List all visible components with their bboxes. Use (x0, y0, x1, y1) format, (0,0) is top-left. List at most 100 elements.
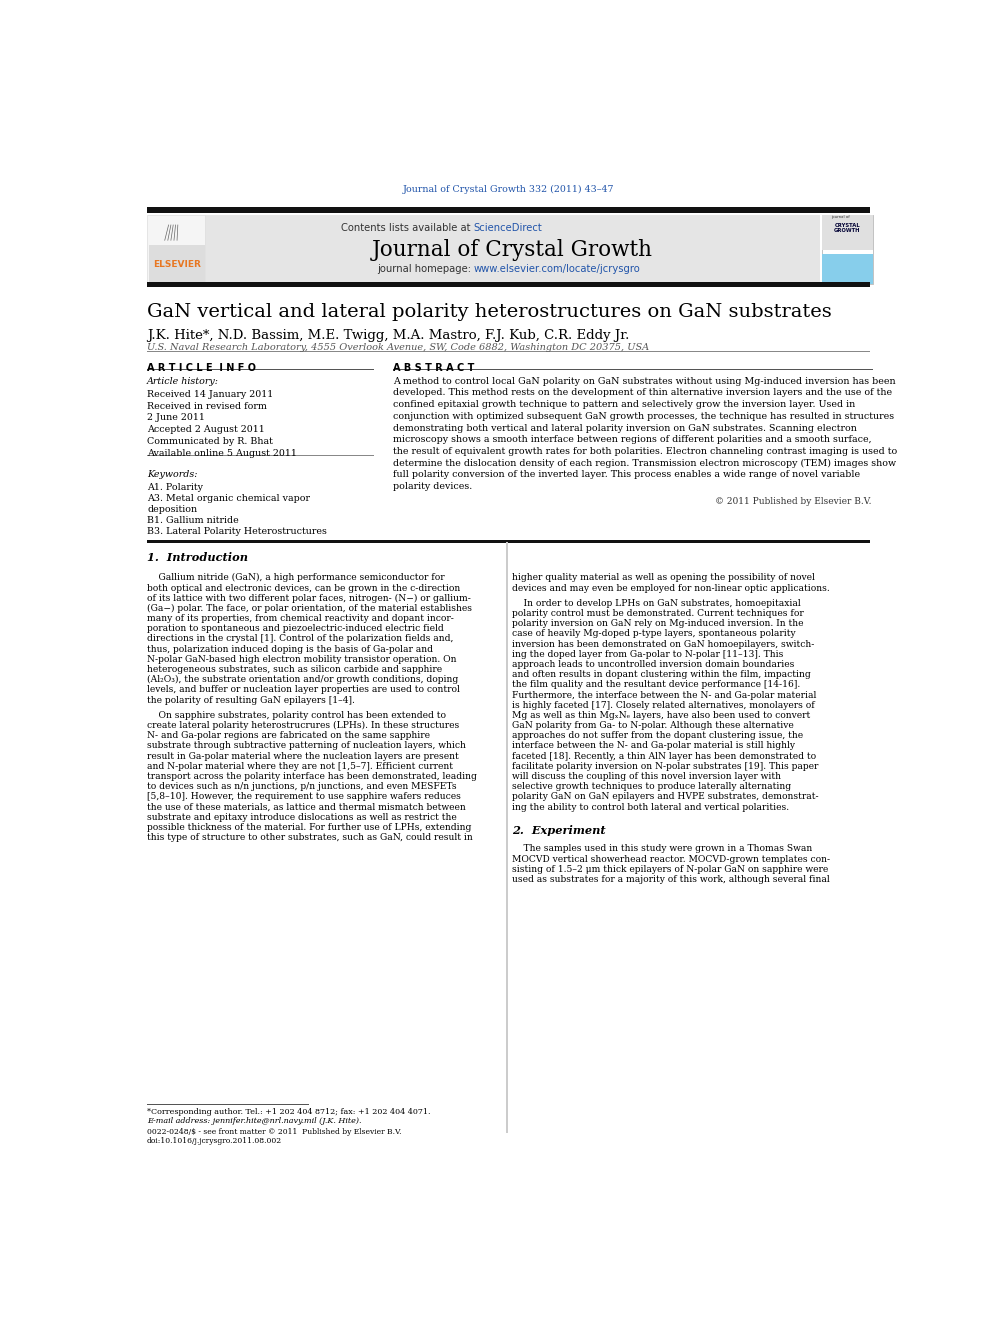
Text: polarity inversion on GaN rely on Mg-induced inversion. In the: polarity inversion on GaN rely on Mg-ind… (512, 619, 804, 628)
Text: Accepted 2 August 2011: Accepted 2 August 2011 (147, 425, 265, 434)
Text: facilitate polarity inversion on N-polar substrates [19]. This paper: facilitate polarity inversion on N-polar… (512, 762, 818, 771)
Text: ELSEVIER: ELSEVIER (153, 261, 201, 269)
Bar (147, 540, 870, 542)
Text: Communicated by R. Bhat: Communicated by R. Bhat (147, 437, 273, 446)
Text: microscopy shows a smooth interface between regions of different polarities and : microscopy shows a smooth interface betw… (393, 435, 872, 445)
Text: doi:10.1016/j.jcrysgro.2011.08.002: doi:10.1016/j.jcrysgro.2011.08.002 (147, 1136, 282, 1144)
Text: *Corresponding author. Tel.: +1 202 404 8712; fax: +1 202 404 4071.: *Corresponding author. Tel.: +1 202 404 … (147, 1109, 431, 1117)
Text: determine the dislocation density of each region. Transmission electron microsco: determine the dislocation density of eac… (393, 459, 896, 468)
Text: [5,8–10]. However, the requirement to use sapphire wafers reduces: [5,8–10]. However, the requirement to us… (147, 792, 461, 802)
Text: 2.  Experiment: 2. Experiment (512, 826, 606, 836)
Text: poration to spontaneous and piezoelectric-induced electric field: poration to spontaneous and piezoelectri… (147, 624, 443, 634)
Text: Received in revised form: Received in revised form (147, 402, 267, 410)
Text: conjunction with optimized subsequent GaN growth processes, the technique has re: conjunction with optimized subsequent Ga… (393, 411, 894, 421)
Text: journal of: journal of (831, 214, 850, 218)
Text: substrate through subtractive patterning of nucleation layers, which: substrate through subtractive patterning… (147, 741, 466, 750)
Text: and often results in dopant clustering within the film, impacting: and often results in dopant clustering w… (512, 671, 811, 679)
Text: Received 14 January 2011: Received 14 January 2011 (147, 390, 274, 400)
Text: GaN vertical and lateral polarity heterostructures on GaN substrates: GaN vertical and lateral polarity hetero… (147, 303, 832, 321)
Text: approaches do not suffer from the dopant clustering issue, the: approaches do not suffer from the dopant… (512, 732, 804, 741)
Text: www.elsevier.com/locate/jcrysgro: www.elsevier.com/locate/jcrysgro (474, 263, 641, 274)
Text: thus, polarization induced doping is the basis of Ga-polar and: thus, polarization induced doping is the… (147, 644, 434, 654)
Text: the polarity of resulting GaN epilayers [1–4].: the polarity of resulting GaN epilayers … (147, 696, 355, 705)
Text: case of heavily Mg-doped p-type layers, spontaneous polarity: case of heavily Mg-doped p-type layers, … (512, 630, 796, 639)
Text: Available online 5 August 2011: Available online 5 August 2011 (147, 448, 297, 458)
Text: and N-polar material where they are not [1,5–7]. Efficient current: and N-polar material where they are not … (147, 762, 453, 771)
Text: 0022-0248/$ - see front matter © 2011  Published by Elsevier B.V.: 0022-0248/$ - see front matter © 2011 Pu… (147, 1127, 402, 1135)
Text: (Ga−) polar. The face, or polar orientation, of the material establishes: (Ga−) polar. The face, or polar orientat… (147, 603, 472, 613)
Text: A B S T R A C T: A B S T R A C T (393, 363, 474, 373)
Text: devices and may even be employed for non-linear optic applications.: devices and may even be employed for non… (512, 583, 830, 593)
Text: many of its properties, from chemical reactivity and dopant incor-: many of its properties, from chemical re… (147, 614, 454, 623)
Text: CRYSTAL
GROWTH: CRYSTAL GROWTH (834, 222, 861, 233)
Text: the film quality and the resultant device performance [14-16].: the film quality and the resultant devic… (512, 680, 801, 689)
Text: demonstrating both vertical and lateral polarity inversion on GaN substrates. Sc: demonstrating both vertical and lateral … (393, 423, 857, 433)
Text: the use of these materials, as lattice and thermal mismatch between: the use of these materials, as lattice a… (147, 803, 466, 811)
Text: On sapphire substrates, polarity control has been extended to: On sapphire substrates, polarity control… (147, 710, 446, 720)
Text: © 2011 Published by Elsevier B.V.: © 2011 Published by Elsevier B.V. (715, 497, 871, 505)
Text: A3. Metal organic chemical vapor: A3. Metal organic chemical vapor (147, 493, 310, 503)
Bar (147, 206, 870, 213)
Text: interface between the N- and Ga-polar material is still highly: interface between the N- and Ga-polar ma… (512, 741, 796, 750)
Text: In order to develop LPHs on GaN substrates, homoepitaxial: In order to develop LPHs on GaN substrat… (512, 599, 801, 607)
Text: MOCVD vertical showerhead reactor. MOCVD-grown templates con-: MOCVD vertical showerhead reactor. MOCVD… (512, 855, 830, 864)
Bar (822, 214, 873, 250)
Text: selective growth techniques to produce laterally alternating: selective growth techniques to produce l… (512, 782, 792, 791)
Text: of its lattice with two different polar faces, nitrogen- (N−) or gallium-: of its lattice with two different polar … (147, 594, 471, 603)
Text: this type of structure to other substrates, such as GaN, could result in: this type of structure to other substrat… (147, 833, 473, 843)
Text: inversion has been demonstrated on GaN homoepilayers, switch-: inversion has been demonstrated on GaN h… (512, 639, 814, 648)
Text: higher quality material as well as opening the possibility of novel: higher quality material as well as openi… (512, 573, 815, 582)
Text: create lateral polarity heterostrucrures (LPHs). In these structures: create lateral polarity heterostrucrures… (147, 721, 459, 730)
Text: Keywords:: Keywords: (147, 471, 197, 479)
Bar (147, 214, 204, 284)
Text: E-mail address: jennifer.hite@nrl.navy.mil (J.K. Hite).: E-mail address: jennifer.hite@nrl.navy.m… (147, 1118, 361, 1126)
Text: substrate and epitaxy introduce dislocations as well as restrict the: substrate and epitaxy introduce dislocat… (147, 812, 456, 822)
Text: Contents lists available at: Contents lists available at (341, 224, 474, 233)
Text: used as substrates for a majority of this work, although several final: used as substrates for a majority of thi… (512, 875, 830, 884)
Text: Journal of Crystal Growth 332 (2011) 43–47: Journal of Crystal Growth 332 (2011) 43–… (403, 185, 614, 194)
Text: polarity devices.: polarity devices. (393, 482, 472, 491)
Text: Mg as well as thin MgₓNₑ layers, have also been used to convert: Mg as well as thin MgₓNₑ layers, have al… (512, 710, 810, 720)
Text: both optical and electronic devices, can be grown in the c-direction: both optical and electronic devices, can… (147, 583, 460, 593)
Text: GaN polarity from Ga- to N-polar. Although these alternative: GaN polarity from Ga- to N-polar. Althou… (512, 721, 794, 730)
Text: ing the doped layer from Ga-polar to N-polar [11–13]. This: ing the doped layer from Ga-polar to N-p… (512, 650, 784, 659)
Text: ScienceDirect: ScienceDirect (474, 224, 543, 233)
Text: B1. Gallium nitride: B1. Gallium nitride (147, 516, 239, 525)
Text: directions in the crystal [1]. Control of the polarization fields and,: directions in the crystal [1]. Control o… (147, 635, 453, 643)
Text: sisting of 1.5–2 μm thick epilayers of N-polar GaN on sapphire were: sisting of 1.5–2 μm thick epilayers of N… (512, 865, 828, 873)
Text: 2 June 2011: 2 June 2011 (147, 413, 205, 422)
Bar (822, 254, 873, 284)
Text: polarity GaN on GaN epilayers and HVPE substrates, demonstrat-: polarity GaN on GaN epilayers and HVPE s… (512, 792, 818, 802)
Text: J.K. Hite*, N.D. Bassim, M.E. Twigg, M.A. Mastro, F.J. Kub, C.R. Eddy Jr.: J.K. Hite*, N.D. Bassim, M.E. Twigg, M.A… (147, 329, 630, 341)
Text: The samples used in this study were grown in a Thomas Swan: The samples used in this study were grow… (512, 844, 812, 853)
Text: (Al₂O₃), the substrate orientation and/or growth conditions, doping: (Al₂O₃), the substrate orientation and/o… (147, 675, 458, 684)
Text: possible thickness of the material. For further use of LPHs, extending: possible thickness of the material. For … (147, 823, 471, 832)
Bar (150, 245, 204, 284)
Text: Journal of Crystal Growth: Journal of Crystal Growth (372, 239, 653, 261)
Text: confined epitaxial growth technique to pattern and selectively grow the inversio: confined epitaxial growth technique to p… (393, 400, 855, 409)
Text: U.S. Naval Research Laboratory, 4555 Overlook Avenue, SW, Code 6882, Washington : U.S. Naval Research Laboratory, 4555 Ove… (147, 343, 649, 352)
Text: Gallium nitride (GaN), a high performance semiconductor for: Gallium nitride (GaN), a high performanc… (147, 573, 444, 582)
Text: A R T I C L E  I N F O: A R T I C L E I N F O (147, 363, 256, 373)
Text: will discuss the coupling of this novel inversion layer with: will discuss the coupling of this novel … (512, 773, 782, 781)
Text: heterogeneous substrates, such as silicon carbide and sapphire: heterogeneous substrates, such as silico… (147, 665, 442, 673)
Text: full polarity conversion of the inverted layer. This process enables a wide rang: full polarity conversion of the inverted… (393, 471, 860, 479)
Text: polarity control must be demonstrated. Current techniques for: polarity control must be demonstrated. C… (512, 609, 804, 618)
Text: N- and Ga-polar regions are fabricated on the same sapphire: N- and Ga-polar regions are fabricated o… (147, 732, 431, 741)
Bar (822, 214, 873, 284)
Text: approach leads to uncontrolled inversion domain boundaries: approach leads to uncontrolled inversion… (512, 660, 795, 669)
Text: A method to control local GaN polarity on GaN substrates without using Mg-induce: A method to control local GaN polarity o… (393, 377, 896, 386)
Text: ing the ability to control both lateral and vertical polarities.: ing the ability to control both lateral … (512, 803, 790, 811)
Text: Article history:: Article history: (147, 377, 219, 386)
Text: to devices such as n/n junctions, p/n junctions, and even MESFETs: to devices such as n/n junctions, p/n ju… (147, 782, 456, 791)
Bar (507, 542, 508, 1132)
Text: faceted [18]. Recently, a thin AlN layer has been demonstrated to: faceted [18]. Recently, a thin AlN layer… (512, 751, 816, 761)
Bar (204, 214, 819, 284)
Text: levels, and buffer or nucleation layer properties are used to control: levels, and buffer or nucleation layer p… (147, 685, 460, 695)
Text: the result of equivalent growth rates for both polarities. Electron channeling c: the result of equivalent growth rates fo… (393, 447, 898, 456)
Text: deposition: deposition (147, 504, 197, 513)
Text: developed. This method rests on the development of thin alternative inversion la: developed. This method rests on the deve… (393, 389, 892, 397)
Text: B3. Lateral Polarity Heterostructures: B3. Lateral Polarity Heterostructures (147, 527, 327, 536)
Text: transport across the polarity interface has been demonstrated, leading: transport across the polarity interface … (147, 773, 477, 781)
Text: A1. Polarity: A1. Polarity (147, 483, 203, 492)
